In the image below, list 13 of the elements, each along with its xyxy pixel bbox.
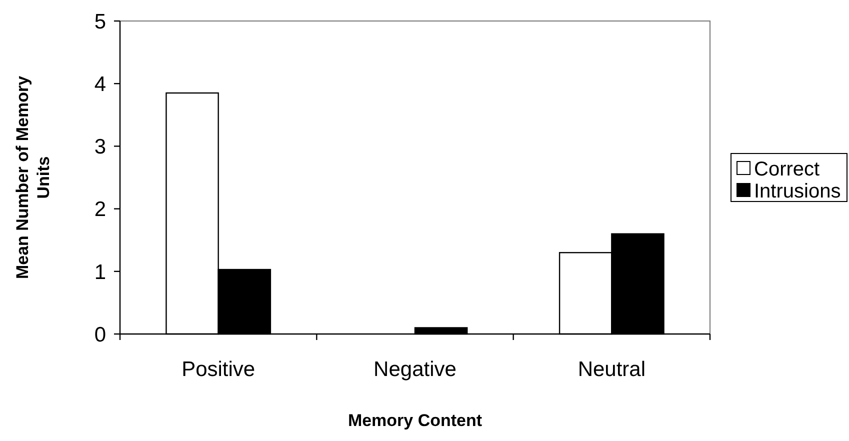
legend-label: Correct — [754, 158, 820, 180]
x-tick-label: Negative — [374, 358, 456, 381]
x-tick-label: Positive — [182, 358, 256, 381]
y-tick-label: 2 — [94, 198, 106, 222]
y-tick-label: 0 — [94, 323, 106, 346]
x-tick-label: Neutral — [578, 358, 646, 381]
y-tick-label: 3 — [94, 136, 106, 159]
y-tick-label: 4 — [94, 72, 106, 96]
y-axis-title: Mean Number of Memory Units — [13, 75, 53, 280]
y-tick-label: 1 — [94, 260, 106, 284]
x-axis-title: Memory Content — [348, 411, 482, 430]
legend-label: Intrusions — [754, 180, 841, 202]
y-tick-label: 5 — [94, 10, 106, 34]
